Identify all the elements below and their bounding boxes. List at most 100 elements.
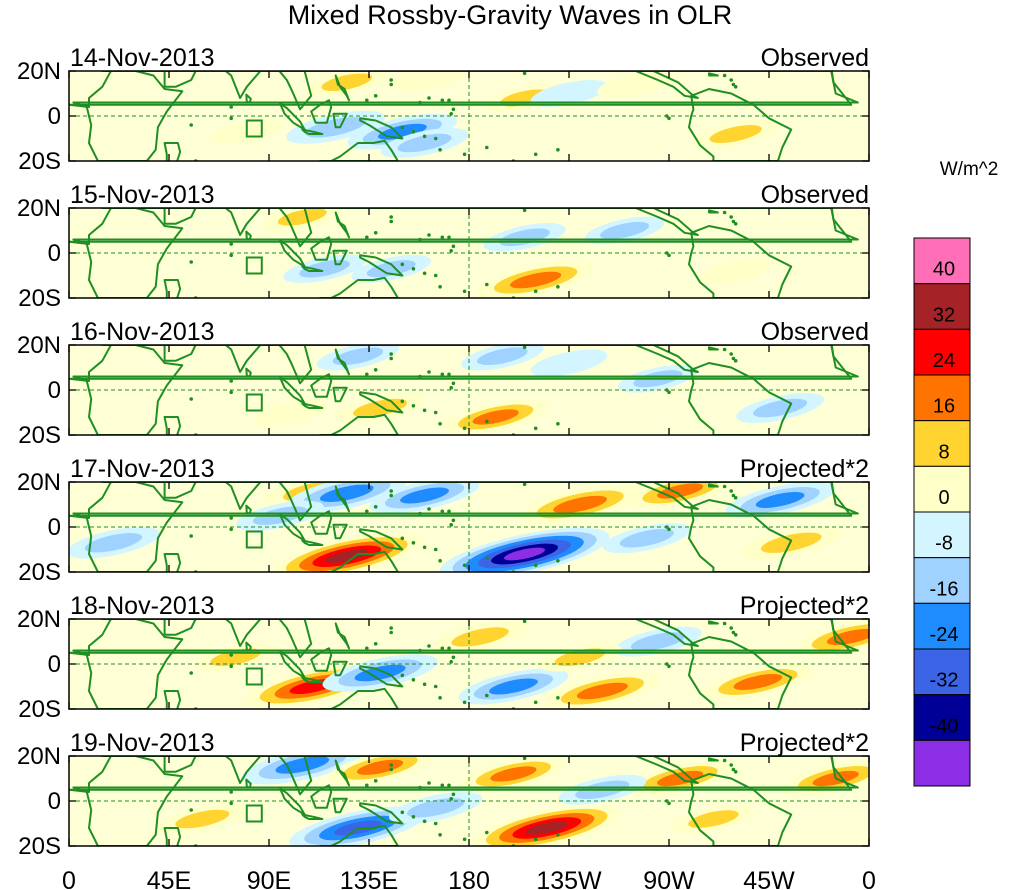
island	[667, 801, 671, 806]
island	[462, 837, 467, 842]
coastline	[334, 74, 350, 102]
island	[462, 289, 467, 294]
island	[451, 518, 456, 523]
island	[389, 626, 394, 630]
island	[389, 78, 394, 82]
island	[449, 797, 454, 801]
y-tick-label: 0	[48, 651, 61, 678]
island	[389, 493, 394, 498]
island	[440, 235, 445, 240]
coastline	[319, 413, 399, 435]
coastline	[163, 827, 182, 846]
coastline	[72, 756, 859, 846]
coastline	[69, 619, 853, 656]
panel-label: Projected*2	[740, 729, 869, 757]
island	[373, 779, 378, 783]
colorbar-swatch	[913, 602, 971, 650]
island	[400, 536, 405, 541]
island	[229, 253, 233, 258]
coastline	[688, 362, 793, 435]
island	[533, 152, 538, 157]
anomaly-contour-band	[354, 664, 406, 682]
coastline	[319, 139, 399, 161]
coastline	[332, 660, 348, 677]
island	[229, 116, 233, 121]
coastline	[688, 225, 793, 298]
island	[422, 682, 427, 687]
island	[427, 781, 431, 785]
coastline	[72, 345, 859, 435]
island	[556, 285, 560, 289]
coastline	[708, 72, 719, 77]
island	[438, 148, 442, 152]
island	[522, 71, 527, 76]
island	[433, 136, 438, 141]
anomaly-contour-band	[503, 547, 546, 561]
coastline	[332, 249, 348, 266]
anomaly-contour-band	[733, 674, 783, 690]
island	[438, 696, 442, 700]
coastline	[629, 345, 699, 373]
island	[733, 359, 738, 363]
coastline	[332, 523, 348, 540]
panel-1: 20N 0 20S 14-Nov-2013 Observed	[17, 44, 870, 175]
island	[722, 484, 727, 489]
y-tick-label: 0	[48, 377, 61, 404]
island	[533, 426, 538, 431]
coastline	[245, 367, 252, 378]
island	[400, 399, 405, 404]
coastline	[72, 208, 859, 298]
island	[449, 112, 454, 116]
colorbar: W/m^2 40 32 24 16 8 0 -8 -16 -24 -32 -40	[913, 159, 998, 787]
island	[411, 678, 416, 682]
island	[451, 792, 456, 797]
island	[373, 368, 378, 372]
island	[485, 556, 489, 561]
anomaly-contour-band	[277, 208, 327, 226]
panel-label: Observed	[761, 44, 869, 72]
island	[229, 242, 233, 246]
panel-6: 20N 0 20S 19-Nov-2013 Projected*2	[17, 729, 870, 860]
coastline	[224, 71, 313, 111]
coastline	[163, 756, 197, 773]
coastline	[629, 756, 699, 784]
coastline	[708, 209, 719, 214]
island	[229, 379, 233, 383]
coastline	[163, 482, 197, 499]
island	[427, 644, 431, 648]
island	[365, 235, 369, 240]
island	[427, 233, 431, 237]
y-tick-label: 0	[48, 788, 61, 815]
island	[451, 655, 456, 660]
island	[400, 810, 405, 815]
island	[389, 763, 394, 767]
coastline	[69, 71, 853, 108]
island	[667, 253, 671, 258]
y-tick-label: 20N	[17, 606, 61, 633]
island	[229, 801, 233, 806]
island	[189, 808, 193, 812]
island	[462, 152, 467, 157]
y-tick-label: 0	[48, 514, 61, 541]
coastline	[359, 391, 404, 414]
island	[447, 98, 451, 103]
coastline	[319, 276, 399, 298]
island	[447, 509, 451, 514]
island	[229, 516, 233, 520]
coastline	[72, 71, 859, 161]
coastline	[245, 93, 252, 104]
island	[667, 664, 671, 669]
coastline	[301, 402, 324, 409]
coastline	[224, 482, 313, 522]
island	[433, 273, 438, 278]
island	[722, 73, 727, 78]
y-tick-label: 20S	[18, 696, 61, 723]
island	[433, 821, 438, 826]
anomaly-contour-band	[688, 810, 739, 828]
island	[462, 563, 467, 568]
island	[485, 419, 489, 424]
coastline	[163, 345, 197, 362]
island	[729, 489, 733, 493]
coastline	[224, 208, 313, 248]
anomaly-contour-band	[490, 766, 537, 782]
